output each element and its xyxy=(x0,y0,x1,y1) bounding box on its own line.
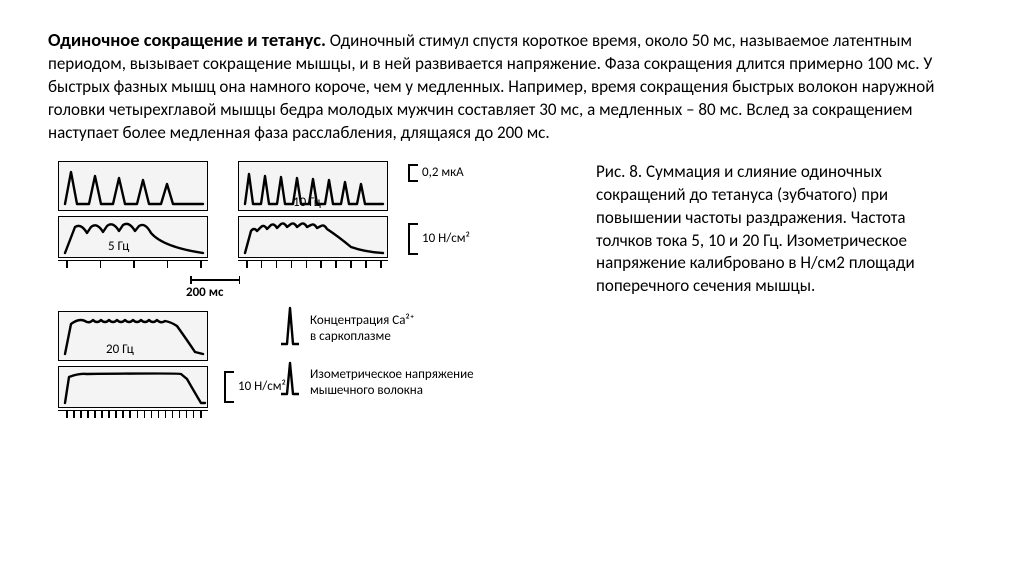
figure: 5 Гц 10 Гц 20 Гц 200 мс 0,2 мкА 10 Н/см² 10 Н/… xyxy=(48,161,578,511)
calibration-label: 0,2 мкА xyxy=(422,165,464,180)
hz-label-hz20: 20 Гц xyxy=(106,342,134,357)
spike-icon xyxy=(280,306,300,346)
calibration-bracket xyxy=(408,164,418,182)
hz-label-hz5: 5 Гц xyxy=(108,239,129,254)
calibration-bracket xyxy=(408,223,418,255)
title: Одиночное сокращение и тетанус. xyxy=(48,28,326,51)
spike-label: Изометрическое напряжение xyxy=(310,367,474,382)
stimulus-ticks xyxy=(58,260,208,270)
spike-icon xyxy=(280,361,300,396)
trace-panel-p20_bot xyxy=(58,366,208,408)
time-scalebar xyxy=(190,279,240,281)
calibration-label: 10 Н/см² xyxy=(238,379,286,394)
stimulus-ticks xyxy=(58,410,208,420)
figure-caption: Рис. 8. Суммация и слияние одиночных сок… xyxy=(596,161,956,299)
trace-panel-p5_top xyxy=(58,161,208,211)
trace-panel-p5_bot xyxy=(58,216,208,258)
spike-label: в саркоплазме xyxy=(310,329,391,344)
spike-label: мышечного волокна xyxy=(310,383,423,398)
stimulus-ticks xyxy=(238,260,388,270)
spike-label: Концентрация Ca²⁺ xyxy=(310,313,415,328)
calibration-bracket xyxy=(224,371,234,403)
trace-panel-p10_bot xyxy=(238,216,388,258)
calibration-label: 10 Н/см² xyxy=(422,231,470,246)
time-scalebar-label: 200 мс xyxy=(186,285,223,300)
hz-label-hz10: 10 Гц xyxy=(293,195,321,210)
main-paragraph: Одиночное сокращение и тетанус. Одиночны… xyxy=(48,28,984,145)
